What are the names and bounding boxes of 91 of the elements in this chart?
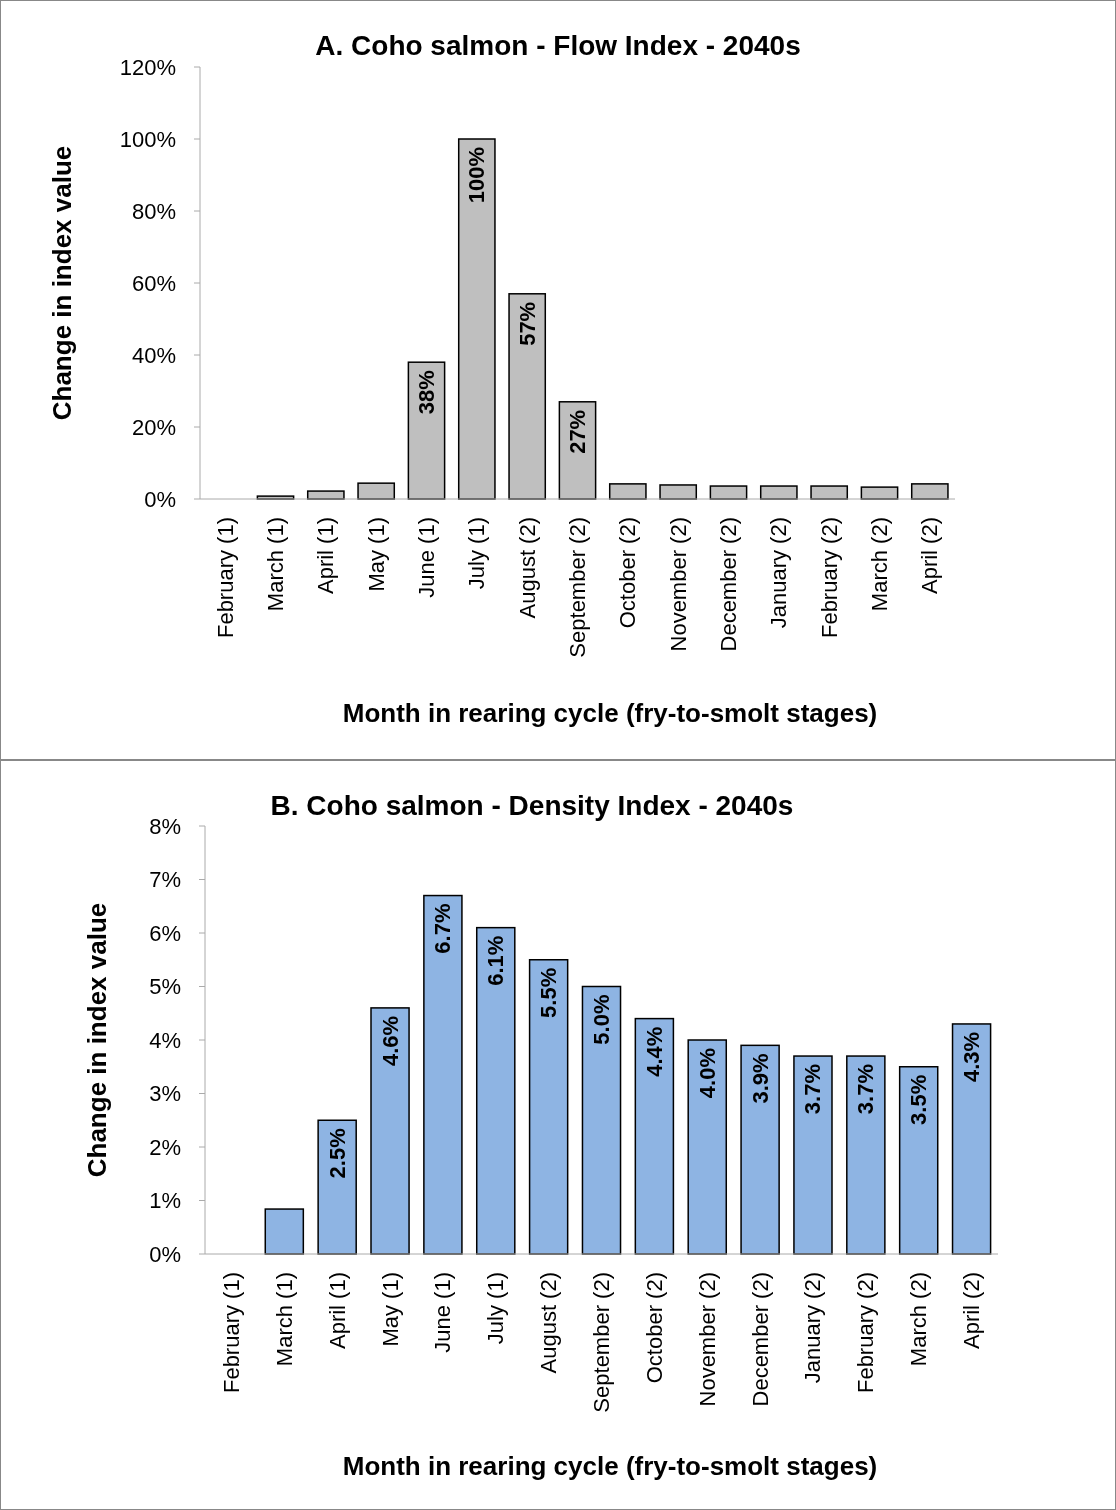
x-tick-label: July (1): [464, 517, 490, 590]
y-tick-label: 7%: [149, 867, 181, 892]
bar: [898, 1066, 939, 1255]
x-tick-label: November (2): [694, 1272, 720, 1407]
data-label: 57%: [514, 301, 540, 346]
data-label: 4.6%: [377, 1015, 403, 1067]
y-tick-label: 3%: [149, 1081, 181, 1106]
bar: [759, 485, 798, 500]
bar: [608, 483, 647, 500]
data-label: 4.3%: [959, 1031, 985, 1083]
bar: [370, 1007, 410, 1255]
y-tick-label: 4%: [149, 1027, 181, 1053]
x-tick-label: March (2): [867, 517, 892, 612]
chart-title: A. Coho salmon - Flow Index - 2040s: [315, 30, 801, 61]
x-tick-label: March (1): [263, 517, 288, 612]
x-tick-label: December (2): [747, 1272, 773, 1407]
x-tick-label: March (1): [271, 1272, 297, 1367]
y-axis-title: Change in index value: [47, 145, 77, 421]
y-tick-label: 1%: [149, 1188, 181, 1213]
x-tick-label: November (2): [665, 517, 691, 652]
bar: [423, 894, 463, 1255]
y-tick-label: 0%: [149, 1241, 181, 1267]
bar: [528, 959, 569, 1255]
bar: [457, 138, 496, 500]
bar: [317, 1119, 357, 1255]
bar: [508, 293, 547, 500]
x-tick-label: June (1): [430, 1272, 456, 1353]
bar: [264, 1208, 305, 1255]
x-tick-label: September (2): [565, 517, 590, 658]
bar: [951, 1023, 992, 1255]
bar: [687, 1039, 728, 1255]
data-label: 3.5%: [906, 1074, 932, 1125]
data-label: 4.0%: [694, 1048, 720, 1099]
x-tick-label: May (1): [377, 1272, 403, 1347]
x-tick-label: February (1): [218, 1272, 244, 1394]
x-tick-label: January (2): [800, 1272, 826, 1384]
x-tick-label: July (1): [483, 1272, 509, 1345]
x-tick-label: August (2): [536, 1272, 562, 1374]
data-label: 5.5%: [536, 967, 562, 1018]
bar: [475, 926, 516, 1255]
x-tick-label: May (1): [363, 517, 389, 592]
chart-title: B. Coho salmon - Density Index - 2040s: [270, 790, 794, 821]
bar: [793, 1055, 833, 1255]
y-tick-label: 0%: [144, 486, 176, 512]
x-axis-title: Month in rearing cycle (fry-to-smolt stages): [342, 1451, 878, 1481]
data-label: 6.7%: [430, 903, 456, 954]
data-label: 3.9%: [747, 1053, 773, 1104]
bar: [846, 1055, 886, 1255]
data-label: 100%: [464, 147, 490, 204]
x-tick-label: October (2): [641, 1272, 667, 1384]
x-tick-label: December (2): [716, 517, 741, 652]
y-tick-label: 5%: [149, 974, 181, 999]
x-tick-label: June (1): [414, 517, 439, 598]
y-tick-label: 100%: [119, 126, 176, 152]
x-tick-label: August (2): [514, 517, 540, 619]
data-label: 38%: [414, 370, 439, 415]
data-label: 3.7%: [800, 1064, 826, 1115]
y-tick-label: 80%: [131, 198, 176, 224]
x-tick-label: February (2): [853, 1272, 879, 1394]
x-tick-label: April (1): [313, 517, 339, 595]
x-tick-label: March (2): [906, 1272, 932, 1367]
x-tick-label: September (2): [589, 1272, 614, 1413]
bar: [910, 483, 949, 500]
data-label: 6.1%: [483, 935, 509, 986]
bar: [740, 1044, 780, 1255]
x-tick-label: April (1): [324, 1272, 350, 1350]
y-tick-label: 120%: [119, 54, 176, 80]
data-label: 5.0%: [589, 994, 614, 1045]
data-label: 4.4%: [641, 1026, 667, 1077]
y-axis-title: Change in index value: [82, 902, 112, 1178]
bar: [810, 485, 849, 500]
y-tick-label: 8%: [149, 813, 181, 839]
x-tick-label: October (2): [615, 517, 641, 629]
data-label: 27%: [565, 409, 590, 454]
x-tick-label: February (2): [816, 517, 842, 639]
y-tick-label: 20%: [131, 414, 176, 440]
y-tick-label: 60%: [131, 270, 176, 296]
x-tick-label: January (2): [766, 517, 792, 629]
bar: [634, 1017, 675, 1255]
data-label: 3.7%: [853, 1064, 879, 1115]
bar: [659, 484, 698, 500]
bar: [581, 985, 622, 1255]
y-tick-label: 40%: [131, 342, 176, 368]
bar: [357, 482, 396, 500]
x-tick-label: April (2): [959, 1272, 985, 1350]
y-tick-label: 6%: [149, 920, 181, 946]
x-axis-title: Month in rearing cycle (fry-to-smolt stages): [342, 698, 878, 728]
x-tick-label: February (1): [212, 517, 238, 639]
data-label: 2.5%: [324, 1128, 350, 1179]
y-tick-label: 2%: [149, 1134, 181, 1160]
x-tick-label: April (2): [917, 517, 943, 595]
